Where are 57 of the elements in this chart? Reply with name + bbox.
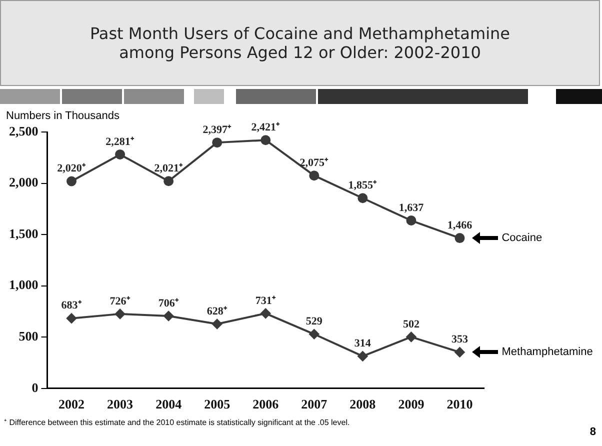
x-tick-label: 2005 <box>204 396 231 412</box>
text: Methamphetamine <box>502 346 593 358</box>
x-tick-label: 2006 <box>252 396 280 412</box>
point <box>164 176 174 186</box>
x-tick-label: 2009 <box>398 396 425 412</box>
x-tick-label: 2004 <box>156 396 182 412</box>
point <box>66 176 77 186</box>
point <box>212 138 222 148</box>
data-label: 2,020⁺ <box>57 162 86 175</box>
point <box>454 233 465 244</box>
point <box>406 332 416 342</box>
data-label: 502 <box>402 318 420 330</box>
y-tick-label: 2,500 <box>9 123 38 138</box>
point <box>115 308 126 319</box>
data-label: 726⁺ <box>110 295 130 308</box>
point <box>309 329 320 340</box>
text: 8 <box>590 426 596 438</box>
chart-title: Past Month Users of Cocaine and Methamphetamine among Persons Aged 12 or Older: 2002-2010 <box>0 0 600 86</box>
point <box>115 149 126 160</box>
point <box>164 310 174 321</box>
data-label: 2,281⁺ <box>106 136 134 148</box>
data-label: 1,466 <box>447 219 473 232</box>
y-tick-label: 500 <box>18 328 38 344</box>
data-label: 314 <box>354 338 372 350</box>
data-label: 1,637 <box>398 202 424 214</box>
data-label: 731⁺ <box>255 294 276 307</box>
y-tick-label: 1,000 <box>9 277 38 292</box>
data-label: 628⁺ <box>206 305 228 318</box>
point <box>406 216 416 226</box>
data-label: 2,421⁺ <box>251 121 280 134</box>
text: ⁺ Difference between this estimate and the 2010 estimate is statistically significant at the .05 level. <box>4 418 351 427</box>
point <box>309 170 320 181</box>
point <box>260 308 271 318</box>
x-tick-label: 2002 <box>58 396 85 412</box>
point <box>66 313 77 324</box>
point <box>212 318 222 329</box>
data-label: 529 <box>306 315 323 328</box>
text: Cocaine <box>502 232 542 244</box>
point <box>358 351 368 362</box>
data-label: 683⁺ <box>61 300 82 312</box>
data-label: 1,855⁺ <box>348 179 378 192</box>
x-tick-label: 2008 <box>350 396 376 412</box>
y-axis-title: Numbers in Thousands <box>6 110 120 122</box>
y-tick-label: 0 <box>32 380 38 395</box>
point <box>454 347 465 358</box>
data-label: 706⁺ <box>158 297 179 310</box>
data-label: 353 <box>451 334 468 346</box>
data-label: 2,397⁺ <box>202 124 232 136</box>
data-label: 2,075⁺ <box>300 156 329 169</box>
x-tick-label: 2007 <box>301 396 328 412</box>
x-tick-label: 2010 <box>446 396 473 412</box>
data-label: 2,021⁺ <box>154 162 183 174</box>
x-tick-label: 2003 <box>107 396 134 412</box>
y-tick-label: 1,500 <box>9 226 38 241</box>
y-tick-label: 2,000 <box>9 174 38 190</box>
point <box>358 193 368 204</box>
point <box>260 135 271 146</box>
